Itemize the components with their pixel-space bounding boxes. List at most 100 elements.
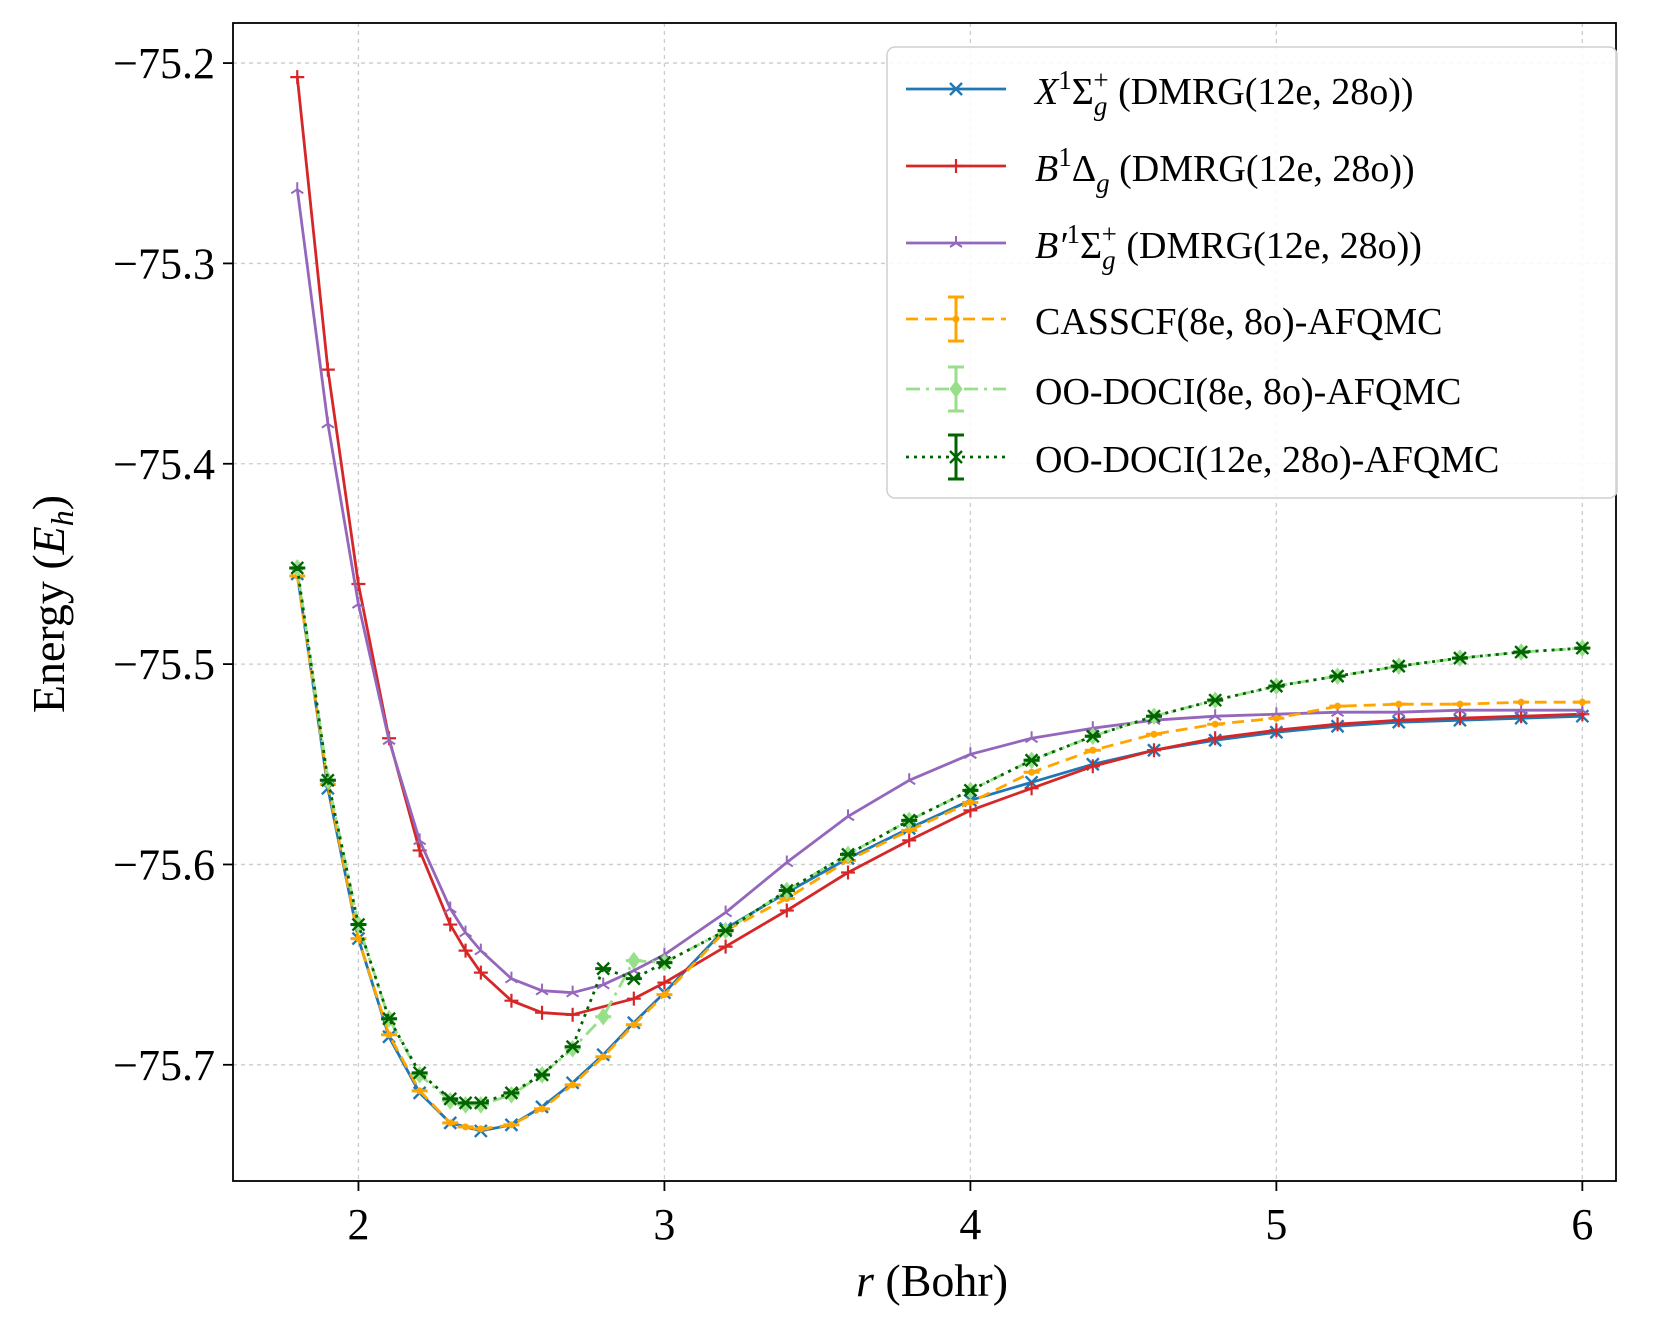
x-tick-label: 5 xyxy=(1265,1200,1287,1249)
data-point xyxy=(1330,669,1345,683)
data-point xyxy=(351,597,366,609)
data-point xyxy=(599,1053,607,1061)
data-point xyxy=(321,416,335,429)
data-point xyxy=(473,965,488,980)
data-point xyxy=(841,847,855,862)
data-point xyxy=(290,182,304,195)
data-point xyxy=(458,925,473,938)
data-point xyxy=(504,971,518,984)
data-point xyxy=(902,773,916,786)
data-point xyxy=(1453,651,1467,665)
y-tick-label: −75.3 xyxy=(113,239,215,288)
legend-swatch-casscf xyxy=(906,295,1006,343)
y-tick-label: −75.5 xyxy=(113,640,215,689)
data-point xyxy=(626,971,641,986)
data-point xyxy=(966,798,974,806)
data-point xyxy=(1211,720,1219,728)
data-point xyxy=(446,1119,454,1127)
series-line-x-sigma xyxy=(295,573,1583,1133)
data-point xyxy=(841,809,855,822)
data-point xyxy=(477,1125,485,1133)
x-tick-label: 6 xyxy=(1571,1200,1593,1249)
series-line-oo-doci-8e xyxy=(295,567,1583,1107)
data-point xyxy=(443,1092,458,1106)
x-tick-label: 3 xyxy=(653,1200,675,1249)
data-point xyxy=(1330,717,1345,732)
data-point xyxy=(1089,746,1097,754)
data-point xyxy=(473,1096,488,1110)
legend-marker xyxy=(949,82,963,96)
x-tick-label: 2 xyxy=(347,1200,369,1249)
data-point xyxy=(1517,698,1525,706)
y-tick-label: −75.2 xyxy=(113,39,215,88)
tick-layer: 2 3 4 5 6 −75.2 −75.3 −75.4 −75.5 −75.6 −75.7 xyxy=(113,39,1593,1249)
legend-swatch-b-delta xyxy=(906,159,1006,173)
legend-swatch-x-sigma xyxy=(906,82,1006,96)
data-point xyxy=(657,955,672,970)
data-point xyxy=(320,362,335,377)
series-casscf xyxy=(289,572,1591,1133)
series-line-casscf xyxy=(295,575,1583,1131)
data-point xyxy=(458,943,473,958)
legend-swatch-bprime-sigma xyxy=(906,236,1006,248)
data-point xyxy=(1334,702,1342,710)
data-point xyxy=(474,943,488,956)
data-point xyxy=(626,991,641,1006)
data-point xyxy=(290,561,305,575)
data-point xyxy=(1575,641,1590,655)
data-point xyxy=(382,1011,396,1026)
data-point xyxy=(1146,743,1161,758)
data-point xyxy=(1391,659,1406,673)
data-point xyxy=(566,985,580,998)
data-point xyxy=(902,833,917,848)
data-point xyxy=(1208,709,1222,722)
legend-swatch-oo-doci-12e xyxy=(906,433,1006,481)
data-point xyxy=(535,983,549,996)
x-axis-label: r (Bohr) xyxy=(856,1255,1008,1306)
data-point xyxy=(1578,698,1586,706)
plot-frame xyxy=(232,22,1617,1182)
data-point xyxy=(535,1005,550,1020)
data-point xyxy=(596,961,611,976)
data-point xyxy=(321,773,335,788)
data-point xyxy=(504,993,519,1008)
data-point xyxy=(1395,700,1403,708)
data-point xyxy=(1208,731,1223,746)
data-point xyxy=(1208,693,1223,708)
series-line-oo-doci-12e xyxy=(295,567,1583,1105)
data-point xyxy=(1514,645,1528,659)
legend-marker xyxy=(949,380,963,398)
data-point xyxy=(565,1007,580,1022)
data-point xyxy=(1024,781,1039,796)
data-point xyxy=(1028,768,1036,776)
data-point xyxy=(1024,753,1039,768)
series-oo-doci-8e xyxy=(289,559,1591,1114)
legend-label-oo-doci-8e: OO-DOCI(8e, 8o)-AFQMC xyxy=(1035,371,1461,413)
data-point xyxy=(1085,759,1100,774)
y-tick-label: −75.6 xyxy=(113,840,215,889)
data-point xyxy=(719,905,733,918)
data-point xyxy=(412,1065,427,1080)
series-oo-doci-12e xyxy=(289,561,1591,1110)
data-point xyxy=(630,1021,638,1029)
legend-swatch-oo-doci-8e xyxy=(906,365,1006,413)
data-point xyxy=(354,935,362,943)
data-point xyxy=(1269,723,1284,738)
data-point xyxy=(504,1086,519,1100)
legend-marker xyxy=(949,236,963,248)
legend-label-oo-doci-12e: OO-DOCI(12e, 28o)-AFQMC xyxy=(1035,439,1499,481)
data-point xyxy=(627,951,641,970)
legend-swatches xyxy=(906,82,1006,481)
series-line-b-delta xyxy=(295,76,1583,1017)
data-point xyxy=(1272,714,1280,722)
data-point xyxy=(596,1007,610,1026)
legend-marker xyxy=(952,315,960,323)
series-layer xyxy=(289,70,1591,1138)
legend-marker xyxy=(949,159,963,173)
data-point xyxy=(1456,700,1464,708)
data-point xyxy=(718,939,733,954)
data-point xyxy=(779,903,794,918)
data-point xyxy=(902,813,917,828)
legend: X1Σg+ (DMRG(12e, 28o)) B1Δg (DMRG(12e, 2… xyxy=(886,46,1618,499)
